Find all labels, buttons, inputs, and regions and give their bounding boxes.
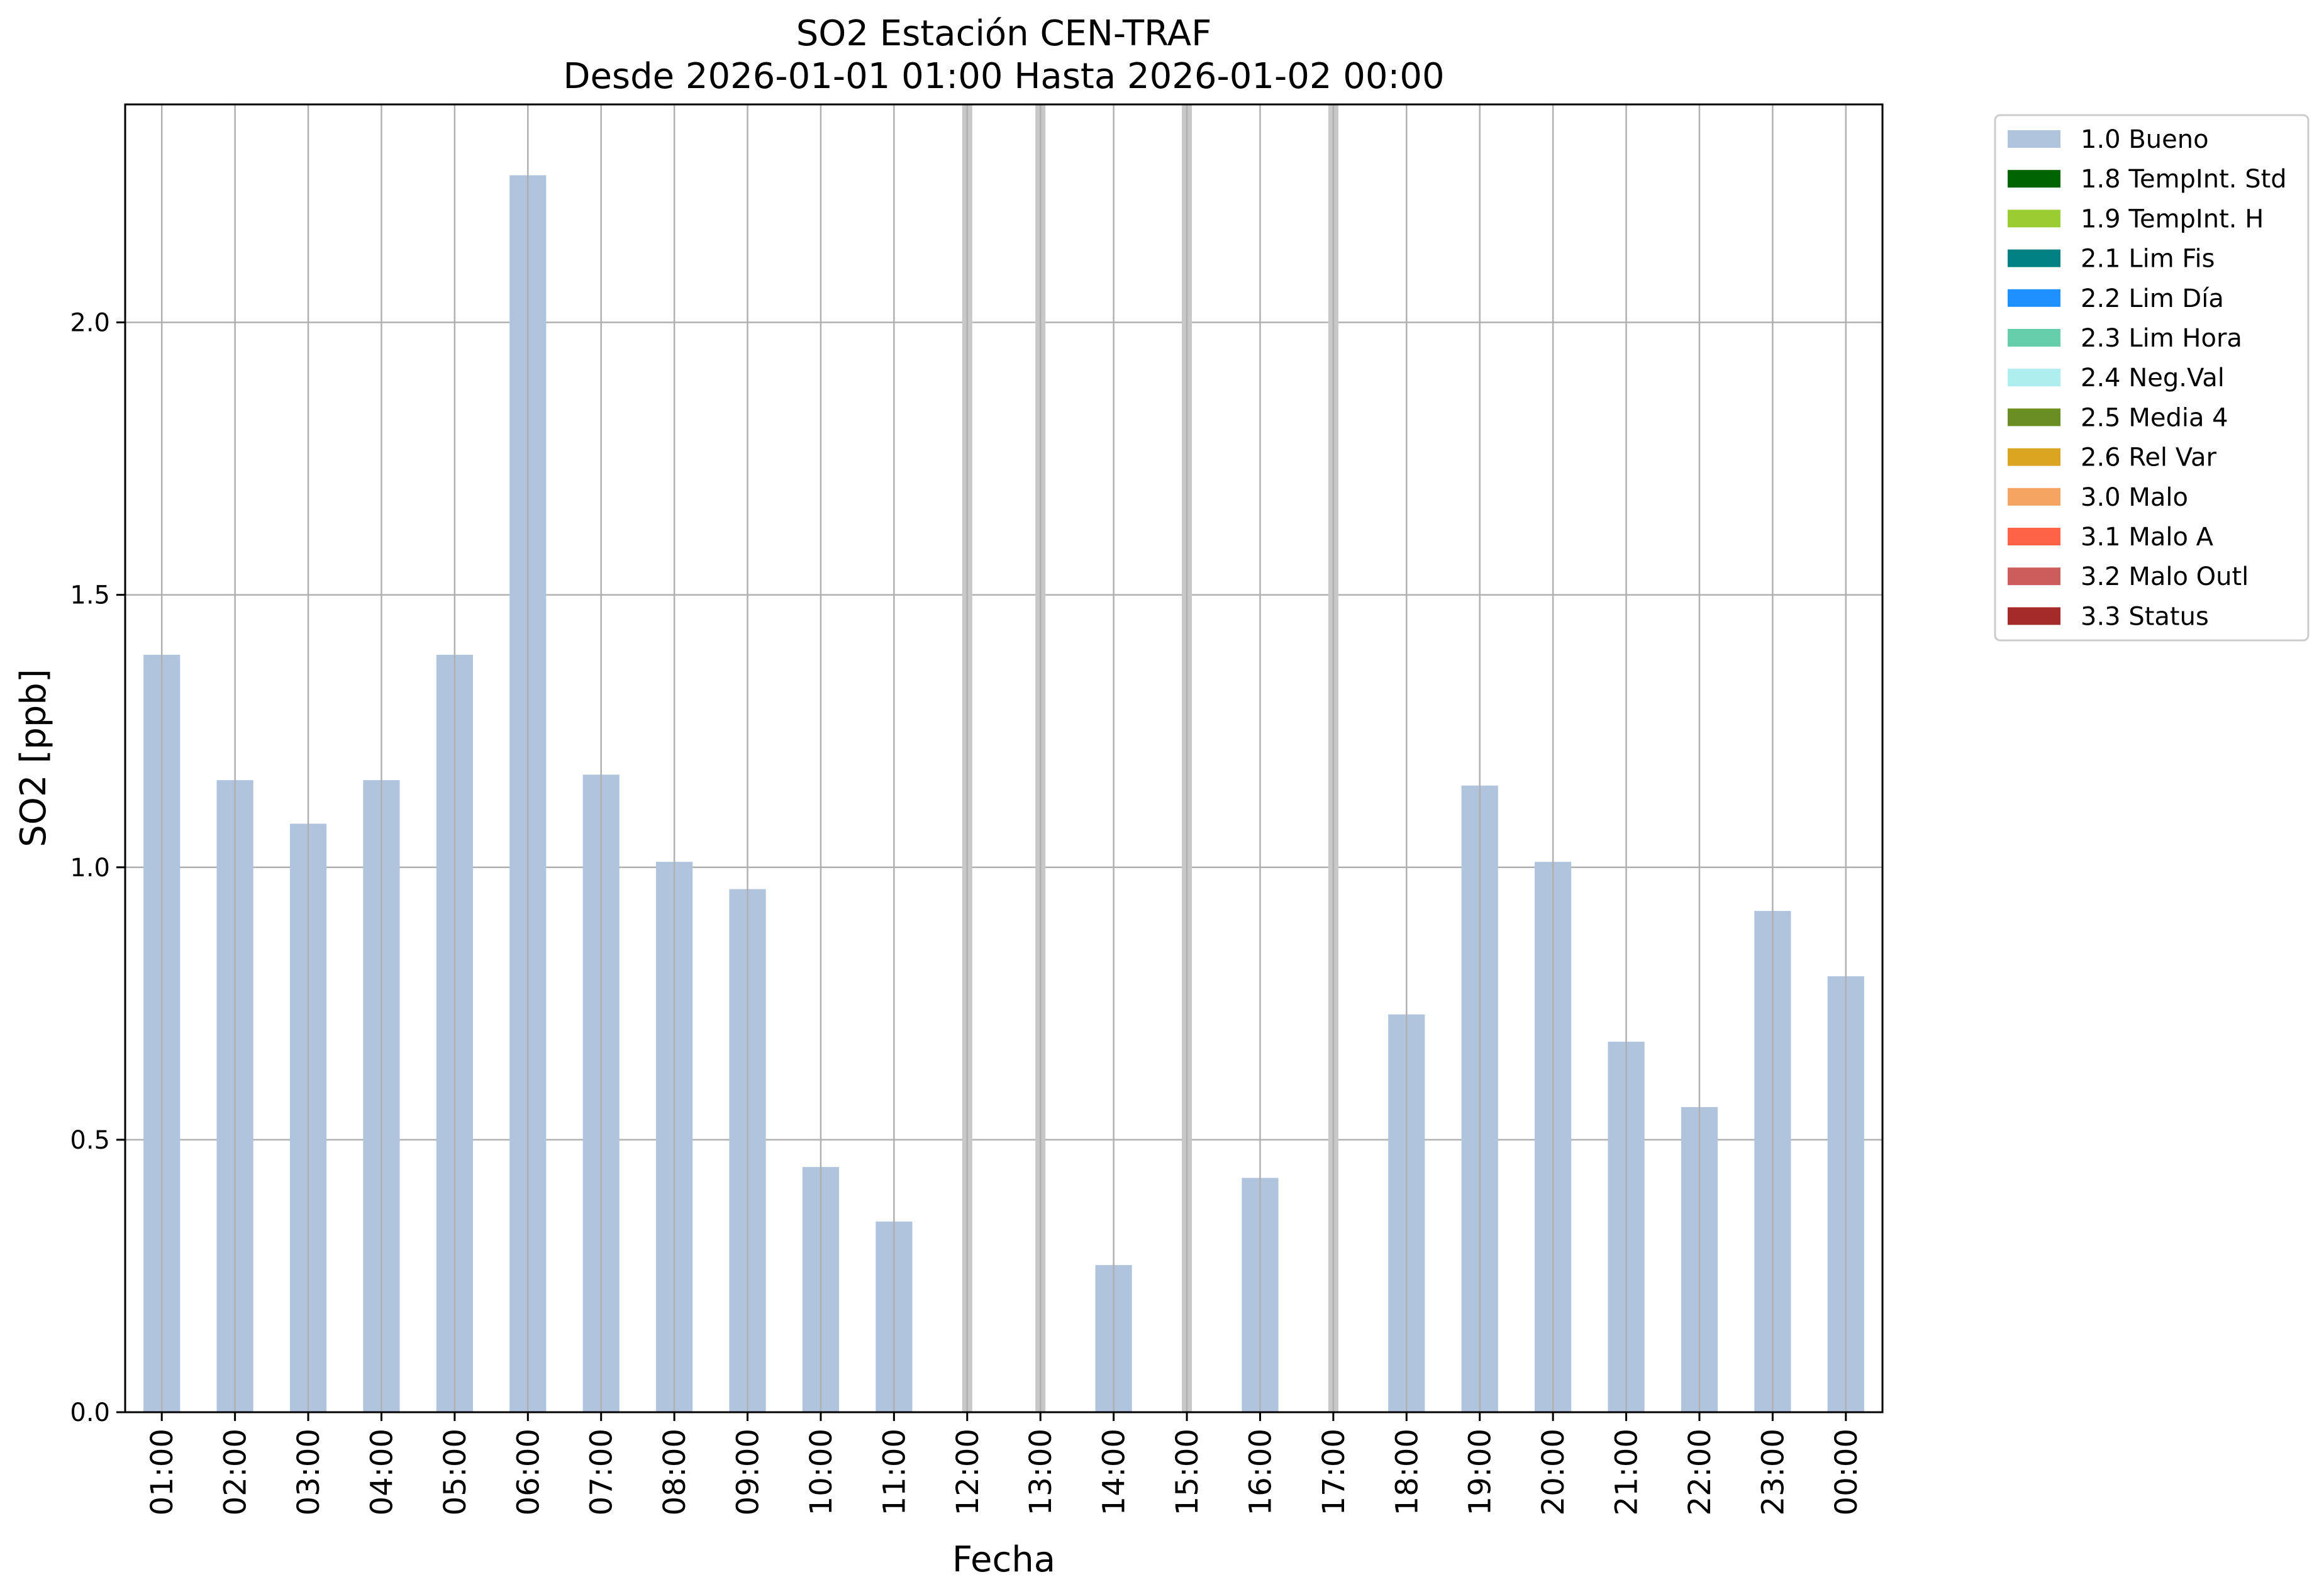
x-tick-label: 01:00 (145, 1429, 180, 1515)
x-tick-label: 19:00 (1463, 1429, 1498, 1515)
x-tick-label: 00:00 (1829, 1429, 1864, 1515)
x-tick-label: 17:00 (1316, 1429, 1352, 1515)
x-tick-label: 12:00 (950, 1429, 986, 1515)
legend-label: 2.4 Neg.Val (2081, 364, 2225, 393)
x-tick-label: 03:00 (291, 1429, 326, 1515)
legend-swatch (2008, 408, 2060, 426)
legend-frame (1994, 114, 2310, 642)
y-tick-label: 1.5 (70, 581, 110, 610)
x-tick-label: 15:00 (1170, 1429, 1205, 1515)
legend-label: 2.6 Rel Var (2081, 443, 2217, 472)
legend-label: 3.1 Malo A (2081, 523, 2214, 552)
legend: 1.0 Bueno 1.8 TempInt. Std 1.9 TempInt. H 2… (1994, 114, 2310, 642)
x-tick-label: 06:00 (511, 1429, 546, 1515)
x-tick-label: 09:00 (731, 1429, 766, 1515)
legend-swatch (2008, 528, 2060, 545)
legend-swatch (2008, 289, 2060, 307)
x-tick-label: 02:00 (218, 1429, 253, 1515)
x-tick-label: 10:00 (804, 1429, 839, 1515)
y-axis-label: SO2 [ppb] (13, 669, 54, 847)
missing-data-markers (962, 104, 1338, 1412)
legend-swatch (2008, 209, 2060, 228)
legend-swatch (2008, 567, 2060, 586)
y-axis-ticks: 0.0 0.5 1.0 1.5 2.0 (70, 309, 125, 1427)
y-tick-label: 0.0 (70, 1398, 110, 1427)
legend-swatch (2008, 607, 2060, 625)
legend-swatch (2008, 170, 2060, 188)
legend-swatch (2008, 448, 2060, 466)
legend-label: 2.5 Media 4 (2081, 403, 2228, 432)
legend-label: 1.8 TempInt. Std (2081, 165, 2287, 194)
chart-subtitle: Desde 2026-01-01 01:00 Hasta 2026-01-02 … (563, 56, 1444, 97)
legend-label: 3.2 Malo Outl (2081, 562, 2249, 591)
x-tick-label: 16:00 (1243, 1429, 1278, 1515)
x-tick-label: 04:00 (364, 1429, 399, 1515)
legend-label: 2.1 Lim Fis (2081, 245, 2215, 274)
x-tick-label: 22:00 (1682, 1429, 1718, 1515)
legend-swatch (2008, 369, 2060, 387)
x-tick-label: 08:00 (657, 1429, 692, 1515)
x-tick-label: 23:00 (1755, 1429, 1791, 1515)
x-axis-label: Fecha (952, 1539, 1055, 1580)
legend-label: 1.9 TempInt. H (2081, 204, 2264, 233)
chart-title: SO2 Estación CEN-TRAF (796, 13, 1212, 54)
y-tick-label: 0.5 (70, 1126, 110, 1155)
y-tick-label: 1.0 (70, 854, 110, 883)
legend-label: 1.0 Bueno (2081, 125, 2209, 154)
x-tick-label: 07:00 (584, 1429, 620, 1515)
x-tick-label: 05:00 (438, 1429, 473, 1515)
x-tick-label: 14:00 (1097, 1429, 1132, 1515)
legend-swatch (2008, 130, 2060, 148)
x-axis-ticks: 01:00 02:00 03:00 04:00 05:00 06:00 07:00 08:00… (145, 1412, 1864, 1515)
x-tick-label: 13:00 (1023, 1429, 1059, 1515)
x-tick-label: 21:00 (1610, 1429, 1645, 1515)
y-tick-label: 2.0 (70, 309, 110, 338)
x-tick-label: 11:00 (877, 1429, 912, 1515)
legend-swatch (2008, 488, 2060, 506)
legend-label: 2.2 Lim Día (2081, 284, 2224, 313)
plot-area-frame (124, 103, 1884, 1413)
legend-swatch (2008, 249, 2060, 267)
legend-label: 3.0 Malo (2081, 483, 2188, 512)
legend-label: 2.3 Lim Hora (2081, 324, 2242, 353)
legend-label: 3.3 Status (2081, 602, 2209, 631)
bar-series (143, 175, 1864, 1412)
x-tick-label: 18:00 (1389, 1429, 1425, 1515)
vertical-grid-lines (160, 104, 1847, 1412)
legend-swatch (2008, 329, 2060, 347)
x-tick-label: 20:00 (1536, 1429, 1571, 1515)
